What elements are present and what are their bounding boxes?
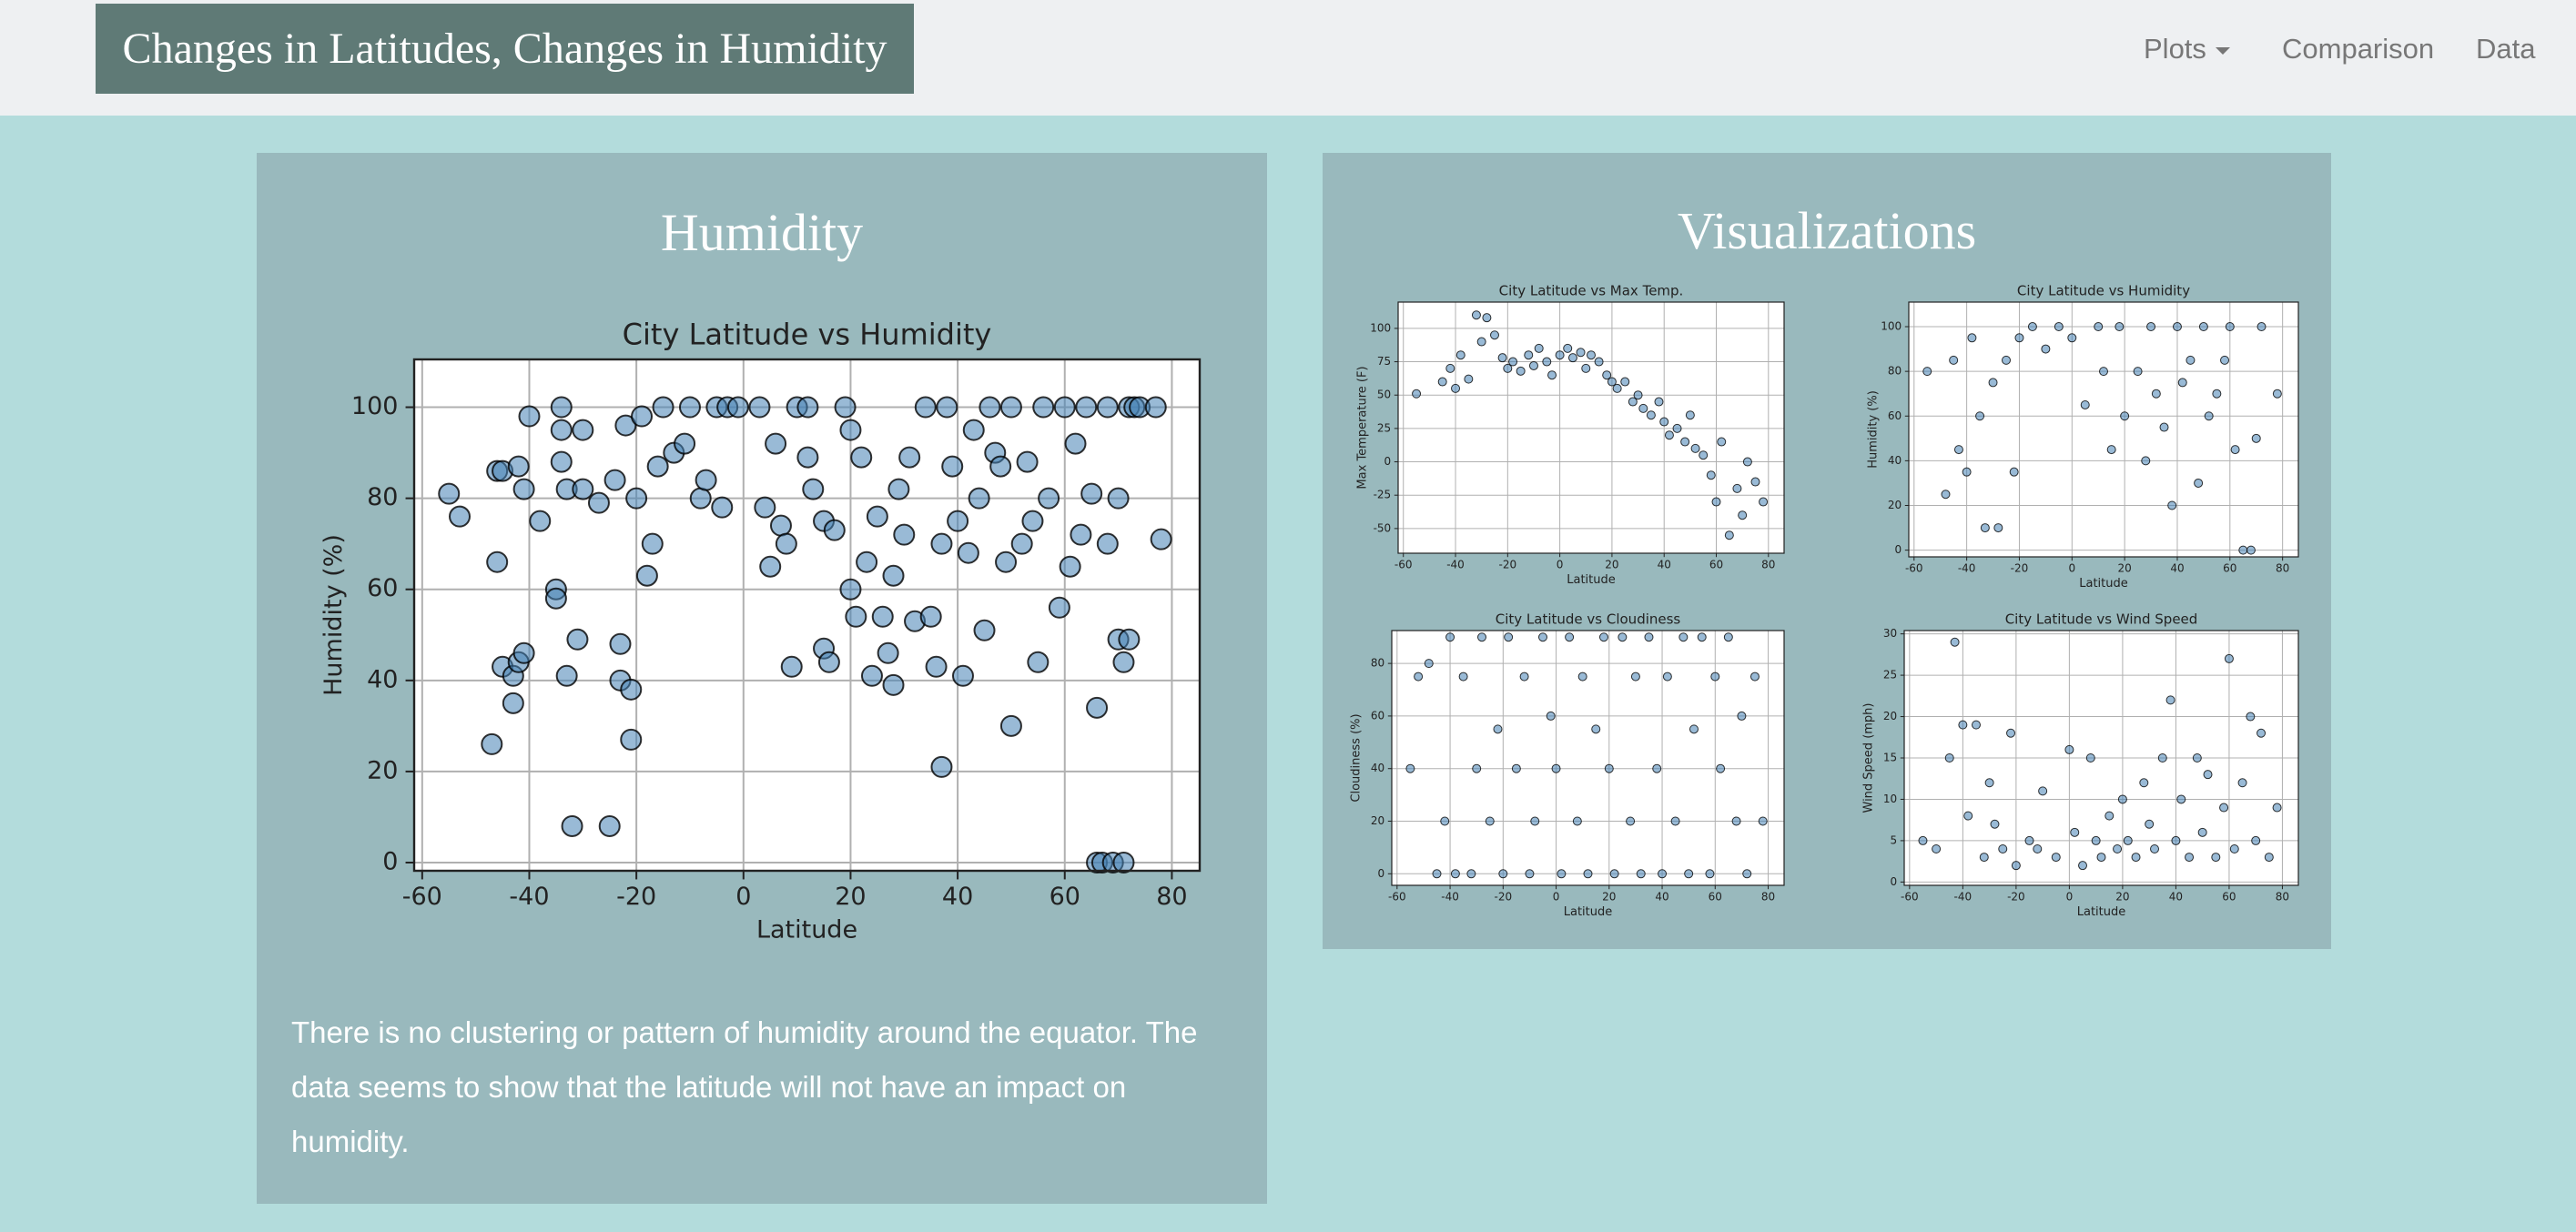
description: There is no clustering or pattern of hum… — [291, 1015, 1198, 1158]
nav-data[interactable]: Data — [2476, 33, 2536, 65]
nav-label[interactable]: Plots — [2144, 33, 2206, 65]
panel-title: Humidity — [660, 203, 864, 262]
nav-plots[interactable]: Plots — [2144, 27, 2230, 71]
panel-title: Visualizations — [1677, 201, 1977, 260]
navbar: Changes in Latitudes, Changes in Humidit… — [0, 0, 2576, 116]
visualizations-panel: Visualizations — [1323, 153, 2331, 949]
nav-comparison[interactable]: Comparison — [2282, 33, 2435, 65]
brand[interactable]: Changes in Latitudes, Changes in Humidit… — [96, 4, 914, 94]
caret[interactable] — [2215, 46, 2230, 55]
